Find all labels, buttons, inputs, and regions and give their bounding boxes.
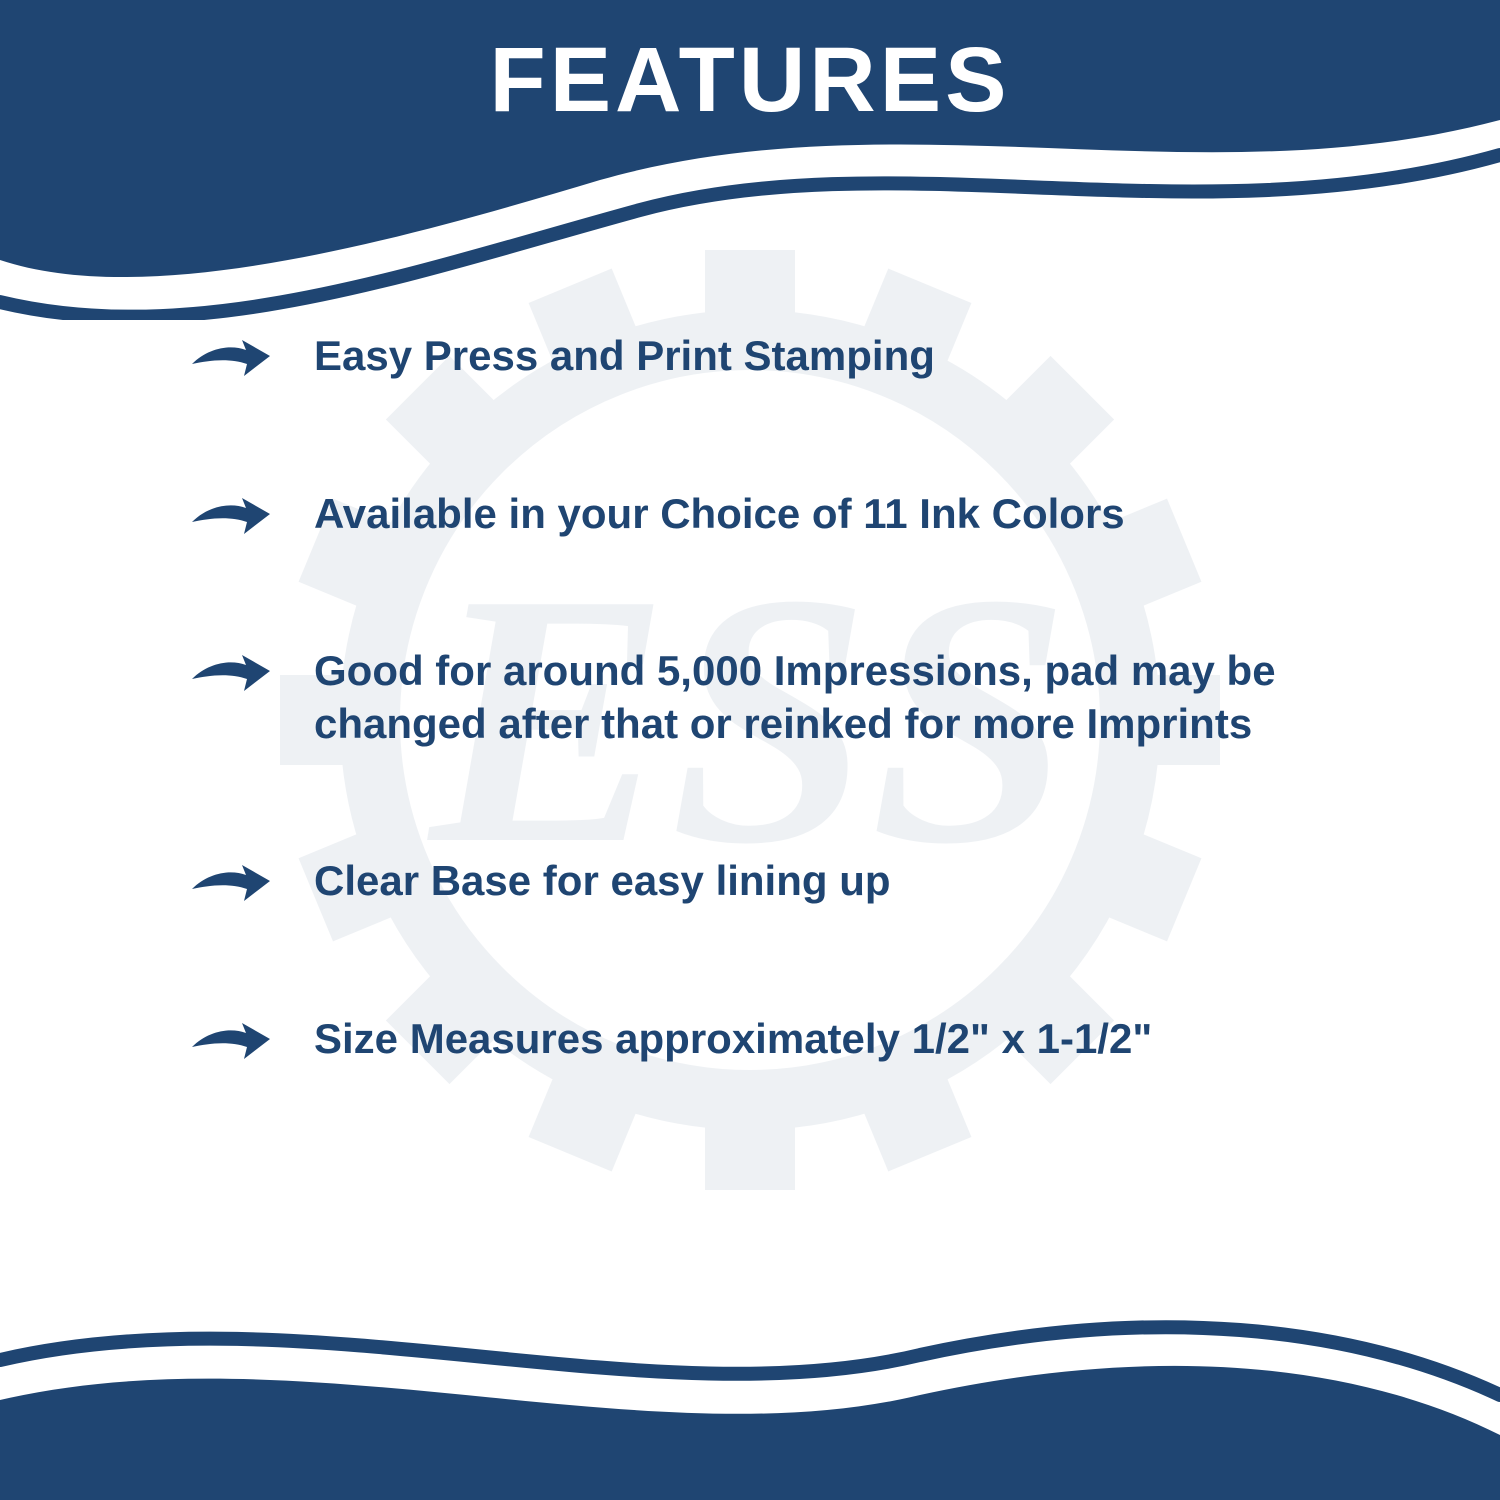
footer-wave-band bbox=[0, 1300, 1500, 1500]
feature-text: Easy Press and Print Stamping bbox=[314, 330, 935, 383]
feature-text: Clear Base for easy lining up bbox=[314, 855, 891, 908]
arrow-right-icon bbox=[190, 492, 270, 536]
arrow-right-icon bbox=[190, 334, 270, 378]
arrow-right-icon bbox=[190, 1017, 270, 1061]
infographic-canvas: FEATURES bbox=[0, 0, 1500, 1500]
feature-item: Available in your Choice of 11 Ink Color… bbox=[190, 488, 1350, 541]
feature-item: Size Measures approximately 1/2" x 1-1/2… bbox=[190, 1013, 1350, 1066]
features-list: Easy Press and Print Stamping Available i… bbox=[190, 330, 1350, 1170]
feature-item: Clear Base for easy lining up bbox=[190, 855, 1350, 908]
feature-text: Available in your Choice of 11 Ink Color… bbox=[314, 488, 1125, 541]
arrow-right-icon bbox=[190, 649, 270, 693]
feature-text: Good for around 5,000 Impressions, pad m… bbox=[314, 645, 1350, 750]
feature-text: Size Measures approximately 1/2" x 1-1/2… bbox=[314, 1013, 1152, 1066]
footer-wave-fill bbox=[0, 1366, 1500, 1500]
arrow-right-icon bbox=[190, 859, 270, 903]
feature-item: Easy Press and Print Stamping bbox=[190, 330, 1350, 383]
feature-item: Good for around 5,000 Impressions, pad m… bbox=[190, 645, 1350, 750]
page-title: FEATURES bbox=[0, 28, 1500, 133]
